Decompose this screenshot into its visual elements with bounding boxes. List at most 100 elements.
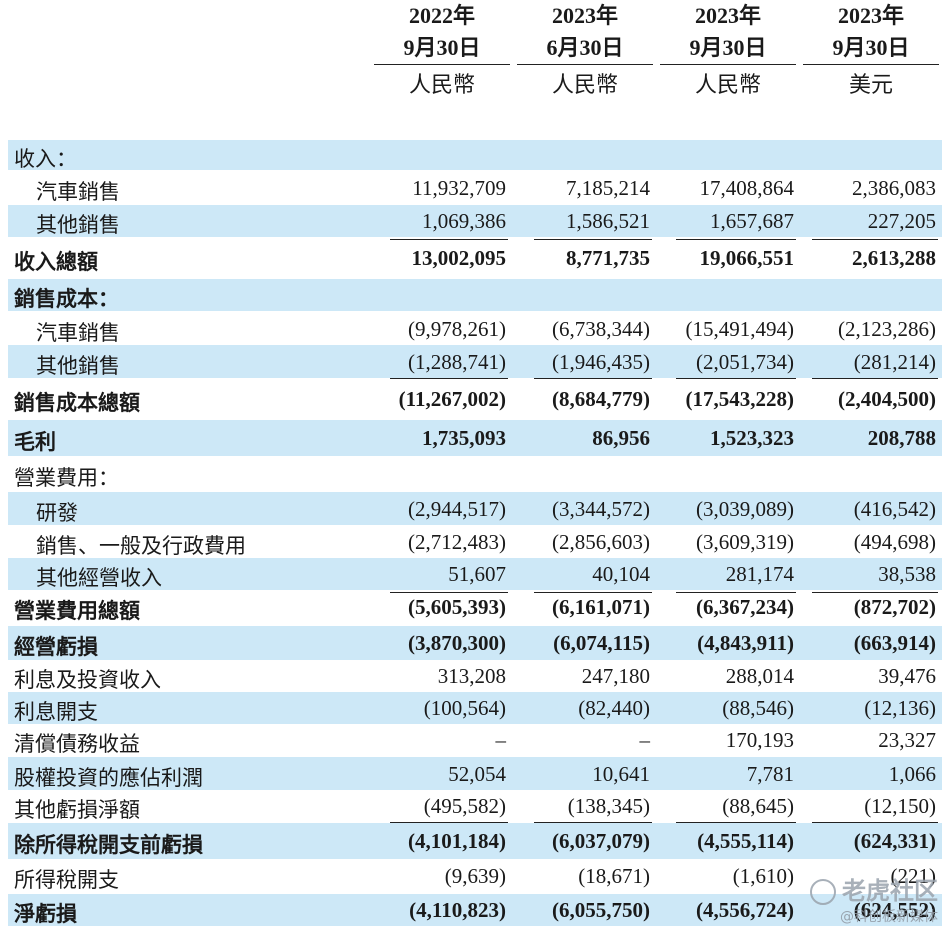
- watermark-text: 老虎社区: [842, 877, 938, 905]
- value-cell: (624,552): [853, 898, 936, 922]
- row-label: 收入：: [14, 147, 77, 171]
- table-row: 銷售成本總額 (11,267,002) (8,684,779) (17,543,228…: [8, 380, 942, 418]
- table-row: 汽車銷售 11,932,709 7,185,214 17,408,864 2,386,0…: [8, 172, 942, 204]
- value-cell: 1,069,386: [422, 209, 506, 233]
- value-cell: 288,014: [725, 664, 794, 688]
- total-rule: [534, 592, 652, 593]
- value-cell: (1,610): [732, 864, 794, 888]
- value-cell: (88,645): [722, 794, 794, 818]
- row-label: 其他銷售: [36, 213, 120, 237]
- value-cell: (12,150): [864, 794, 936, 818]
- table-row: 經營虧損 (3,870,300) (6,074,115) (4,843,911) (66…: [8, 626, 942, 660]
- row-label: 營業費用總額: [14, 599, 140, 623]
- header-rule: [517, 64, 653, 65]
- value-cell: 281,174: [725, 562, 794, 586]
- table-row: 研發 (2,944,517) (3,344,572) (3,039,089) (416,…: [8, 492, 942, 525]
- value-cell: (3,609,319): [696, 530, 794, 554]
- value-cell: (2,404,500): [838, 387, 936, 411]
- value-cell: (3,870,300): [408, 631, 506, 655]
- header-date: 9月30日: [689, 35, 767, 60]
- value-cell: (100,564): [423, 696, 506, 720]
- value-cell: 10,641: [592, 762, 650, 786]
- value-cell: (6,738,344): [552, 317, 650, 341]
- row-label: 其他經營收入: [36, 566, 162, 590]
- value-cell: (5,605,393): [408, 595, 506, 619]
- row-label: 汽車銷售: [36, 321, 120, 345]
- table-row: 淨虧損 (4,110,823) (6,055,750) (4,556,724) (624…: [8, 894, 942, 926]
- total-rule: [390, 378, 508, 379]
- value-cell: (281,214): [853, 350, 936, 374]
- row-label: 其他銷售: [36, 354, 120, 378]
- table-row: 利息及投資收入 313,208 247,180 288,014 39,476: [8, 660, 942, 692]
- value-cell: 2,613,288: [852, 246, 936, 270]
- table-row: 除所得稅開支前虧損 (4,101,184) (6,037,079) (4,555,11…: [8, 823, 942, 859]
- value-cell: 1,735,093: [422, 426, 506, 450]
- total-rule: [534, 239, 652, 240]
- row-label: 研發: [36, 501, 78, 525]
- value-cell: (2,123,286): [838, 317, 936, 341]
- total-rule: [812, 239, 938, 240]
- value-cell: (2,944,517): [408, 497, 506, 521]
- value-cell: (9,978,261): [408, 317, 506, 341]
- value-cell: (494,698): [853, 530, 936, 554]
- value-cell: (1,288,741): [408, 350, 506, 374]
- value-cell: 39,476: [878, 664, 936, 688]
- value-cell: –: [639, 728, 651, 752]
- header-date: 9月30日: [832, 35, 910, 60]
- value-cell: (4,101,184): [408, 829, 506, 853]
- value-cell: 52,054: [448, 762, 506, 786]
- value-cell: (6,367,234): [696, 595, 794, 619]
- value-cell: (4,843,911): [697, 631, 794, 655]
- table-row: 收入總額 13,002,095 8,771,735 19,066,551 2,613,2…: [8, 240, 942, 276]
- table-row: 其他銷售 1,069,386 1,586,521 1,657,687 227,205: [8, 205, 942, 237]
- table-row: 營業費用總額 (5,605,393) (6,161,071) (6,367,234) (…: [8, 590, 942, 624]
- value-cell: (4,110,823): [409, 898, 506, 922]
- value-cell: 19,066,551: [699, 246, 795, 270]
- total-rule: [676, 239, 796, 240]
- table-row: 清償債務收益 – – 170,193 23,327: [8, 724, 942, 756]
- value-cell: (9,639): [444, 864, 506, 888]
- value-cell: (1,946,435): [552, 350, 650, 374]
- value-cell: 7,781: [746, 762, 794, 786]
- table-row: 其他經營收入 51,607 40,104 281,174 38,538: [8, 558, 942, 590]
- table-row: 銷售成本：: [8, 279, 942, 311]
- row-label: 毛利: [14, 430, 56, 454]
- row-label: 清償債務收益: [14, 732, 140, 756]
- value-cell: 1,066: [888, 762, 936, 786]
- total-rule: [390, 239, 508, 240]
- row-label: 經營虧損: [14, 635, 98, 659]
- value-cell: (2,051,734): [696, 350, 794, 374]
- header-year: 2023年: [551, 3, 618, 28]
- value-cell: (11,267,002): [398, 387, 506, 411]
- value-cell: 313,208: [437, 664, 506, 688]
- value-cell: (88,546): [722, 696, 794, 720]
- row-label: 股權投資的應佔利潤: [14, 766, 203, 790]
- column-header-2: 2023年 6月30日 人民幣: [515, 0, 655, 101]
- row-label: 營業費用：: [14, 466, 119, 490]
- value-cell: (138,345): [567, 794, 650, 818]
- table-row: 所得稅開支 (9,639) (18,671) (1,610) (221): [8, 859, 942, 892]
- table-row: 利息開支 (100,564) (82,440) (88,546) (12,136): [8, 692, 942, 724]
- value-cell: 51,607: [448, 562, 506, 586]
- value-cell: 23,327: [878, 728, 936, 752]
- value-cell: (495,582): [423, 794, 506, 818]
- header-rule: [803, 64, 939, 65]
- total-rule: [534, 378, 652, 379]
- value-cell: (17,543,228): [685, 387, 795, 411]
- watermark-sub: @科创板新媒体: [840, 909, 938, 925]
- row-label: 銷售、一般及行政費用: [36, 534, 246, 558]
- table-row: 銷售、一般及行政費用 (2,712,483) (2,856,603) (3,609,3…: [8, 526, 942, 558]
- row-label: 除所得稅開支前虧損: [14, 833, 203, 857]
- header-date: 6月30日: [546, 35, 624, 60]
- row-label: 收入總額: [14, 250, 98, 274]
- row-label: 利息開支: [14, 700, 98, 724]
- header-year: 2022年: [408, 3, 475, 28]
- header-rule: [660, 64, 796, 65]
- value-cell: 13,002,095: [411, 246, 507, 270]
- row-label: 銷售成本：: [14, 287, 119, 311]
- header-currency: 人民幣: [408, 72, 475, 97]
- header-date: 9月30日: [403, 35, 481, 60]
- value-cell: 38,538: [878, 562, 936, 586]
- value-cell: (15,491,494): [685, 317, 795, 341]
- value-cell: 2,386,083: [852, 176, 936, 200]
